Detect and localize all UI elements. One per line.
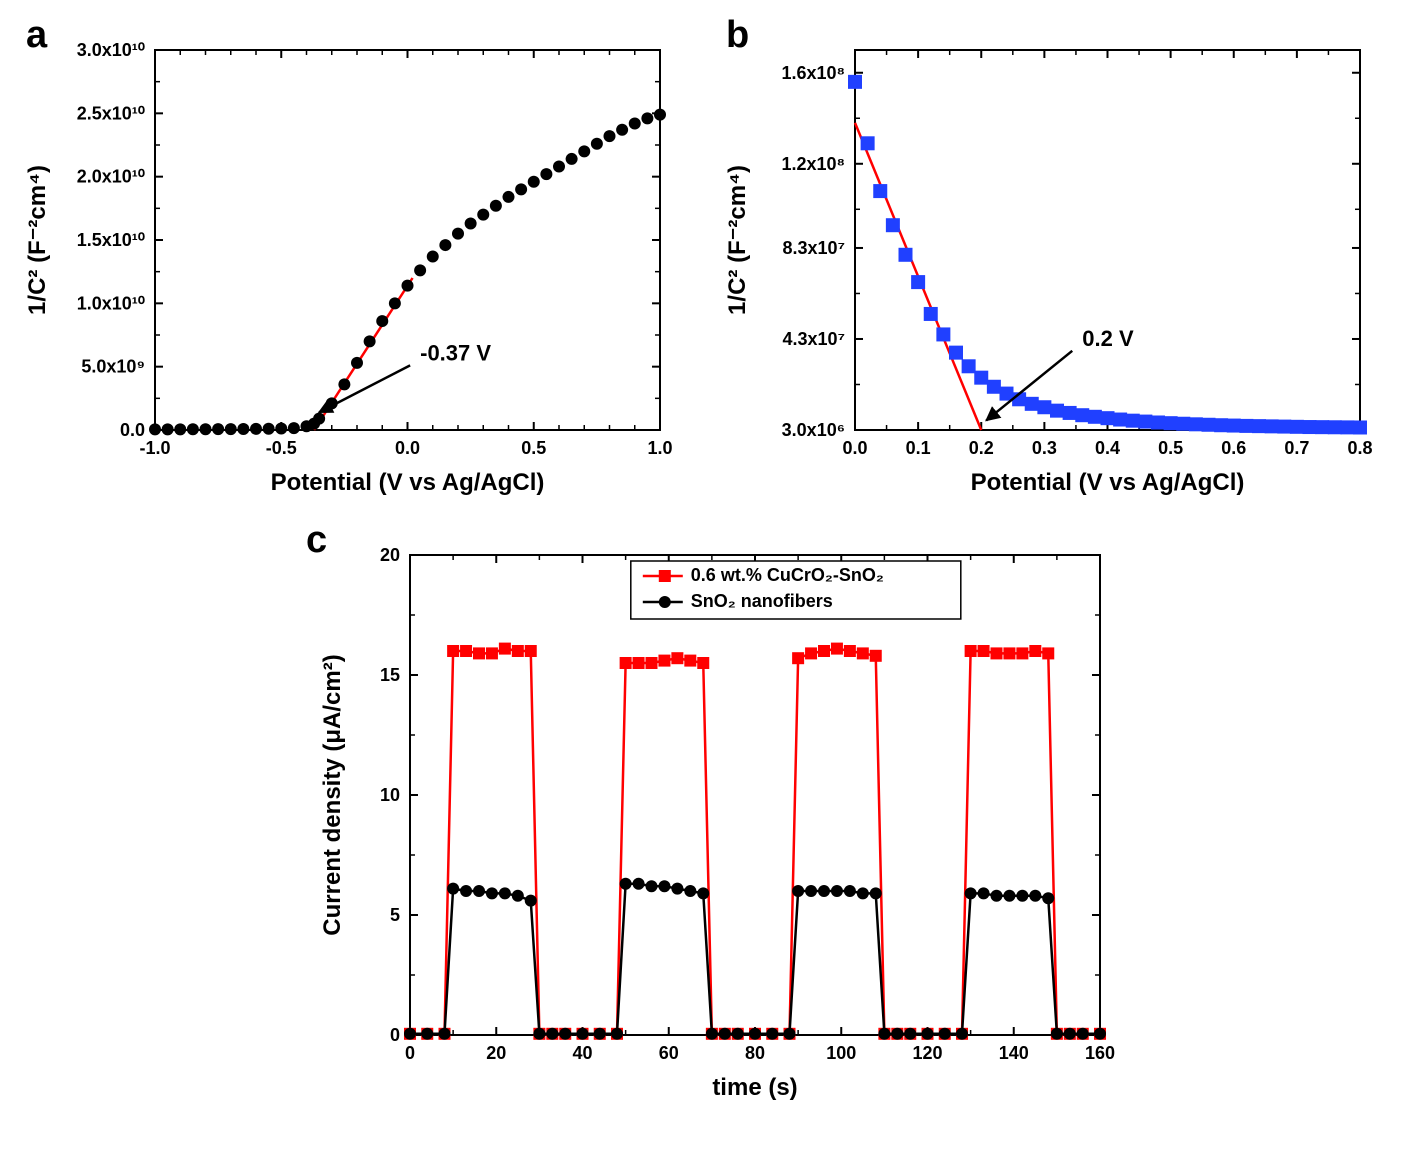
svg-text:0.1: 0.1 — [906, 438, 931, 458]
svg-text:0: 0 — [390, 1025, 400, 1045]
svg-text:8.3x10⁷: 8.3x10⁷ — [783, 238, 845, 258]
panel-c-chart: 0 20 40 60 80 100 120 140 160 0 5 10 15 20 time (s) Cur… — [300, 525, 1120, 1105]
svg-text:60: 60 — [659, 1043, 679, 1063]
svg-text:3.0x10¹⁰: 3.0x10¹⁰ — [77, 40, 145, 60]
svg-text:40: 40 — [572, 1043, 592, 1063]
svg-text:2.5x10¹⁰: 2.5x10¹⁰ — [77, 103, 145, 123]
svg-text:120: 120 — [912, 1043, 942, 1063]
svg-text:5.0x10⁹: 5.0x10⁹ — [81, 357, 145, 377]
panel-a-label: a — [26, 14, 47, 57]
svg-text:100: 100 — [826, 1043, 856, 1063]
svg-text:20: 20 — [380, 545, 400, 565]
svg-text:15: 15 — [380, 665, 400, 685]
svg-text:140: 140 — [999, 1043, 1029, 1063]
svg-text:0.7: 0.7 — [1284, 438, 1309, 458]
svg-text:0.2 V: 0.2 V — [1082, 326, 1134, 351]
svg-text:3.0x10⁶: 3.0x10⁶ — [782, 420, 845, 440]
panel-c-wrap: c 02040608010012014016005101520time (s)C… — [300, 525, 1120, 1110]
svg-text:-0.5: -0.5 — [266, 438, 297, 458]
svg-text:1.6x10⁸: 1.6x10⁸ — [781, 63, 845, 83]
svg-text:SnO₂ nanofibers: SnO₂ nanofibers — [691, 591, 833, 611]
svg-text:0.8: 0.8 — [1347, 438, 1372, 458]
svg-text:-0.37 V: -0.37 V — [420, 340, 491, 365]
figure-grid: a -1.0-0.50.00.51.00.05.0x10⁹1.0x10¹⁰1.5… — [20, 20, 1400, 1110]
svg-text:1.2x10⁸: 1.2x10⁸ — [781, 154, 845, 174]
panel-b-label: b — [726, 14, 749, 57]
svg-text:2.0x10¹⁰: 2.0x10¹⁰ — [77, 167, 145, 187]
svg-text:-1.0: -1.0 — [139, 438, 170, 458]
svg-text:0.0: 0.0 — [842, 438, 867, 458]
svg-text:160: 160 — [1085, 1043, 1115, 1063]
svg-text:0.5: 0.5 — [1158, 438, 1183, 458]
svg-text:0.0: 0.0 — [120, 420, 145, 440]
svg-text:5: 5 — [390, 905, 400, 925]
svg-text:Potential (V vs Ag/AgCl): Potential (V vs Ag/AgCl) — [971, 469, 1245, 496]
svg-text:20: 20 — [486, 1043, 506, 1063]
panel-b-wrap: b 0.00.10.20.30.40.50.60.70.83.0x10⁶4.3x… — [720, 20, 1380, 505]
svg-text:4.3x10⁷: 4.3x10⁷ — [783, 329, 845, 349]
panel-c-label: c — [306, 519, 327, 562]
svg-text:1/C² (F⁻²cm⁴): 1/C² (F⁻²cm⁴) — [724, 165, 751, 315]
svg-text:10: 10 — [380, 785, 400, 805]
svg-text:0.2: 0.2 — [969, 438, 994, 458]
panel-a-chart: -1.0 -0.5 0.0 0.5 1.0 0.0 5.0x10⁹ 1.0x10¹⁰ 1.5x1… — [20, 20, 680, 500]
svg-text:time (s): time (s) — [712, 1074, 797, 1101]
svg-text:0.6: 0.6 — [1221, 438, 1246, 458]
svg-text:Potential (V vs Ag/AgCl): Potential (V vs Ag/AgCl) — [271, 469, 545, 496]
svg-text:Current density (μA/cm²): Current density (μA/cm²) — [319, 654, 346, 935]
svg-text:0.3: 0.3 — [1032, 438, 1057, 458]
panel-a-wrap: a -1.0-0.50.00.51.00.05.0x10⁹1.0x10¹⁰1.5… — [20, 20, 680, 505]
svg-text:0.5: 0.5 — [521, 438, 546, 458]
svg-text:1.0x10¹⁰: 1.0x10¹⁰ — [77, 293, 145, 313]
svg-text:0.4: 0.4 — [1095, 438, 1120, 458]
svg-text:0.0: 0.0 — [395, 438, 420, 458]
svg-text:1.5x10¹⁰: 1.5x10¹⁰ — [77, 230, 145, 250]
svg-text:0.6 wt.% CuCrO₂-SnO₂: 0.6 wt.% CuCrO₂-SnO₂ — [691, 565, 884, 585]
svg-text:1.0: 1.0 — [647, 438, 672, 458]
svg-text:80: 80 — [745, 1043, 765, 1063]
panel-b-chart: 0.0 0.1 0.2 0.3 0.4 0.5 0.6 0.7 0.8 3.0x10⁶ 4.3x10… — [720, 20, 1380, 500]
svg-text:1/C² (F⁻²cm⁴): 1/C² (F⁻²cm⁴) — [24, 165, 51, 315]
svg-text:0: 0 — [405, 1043, 415, 1063]
